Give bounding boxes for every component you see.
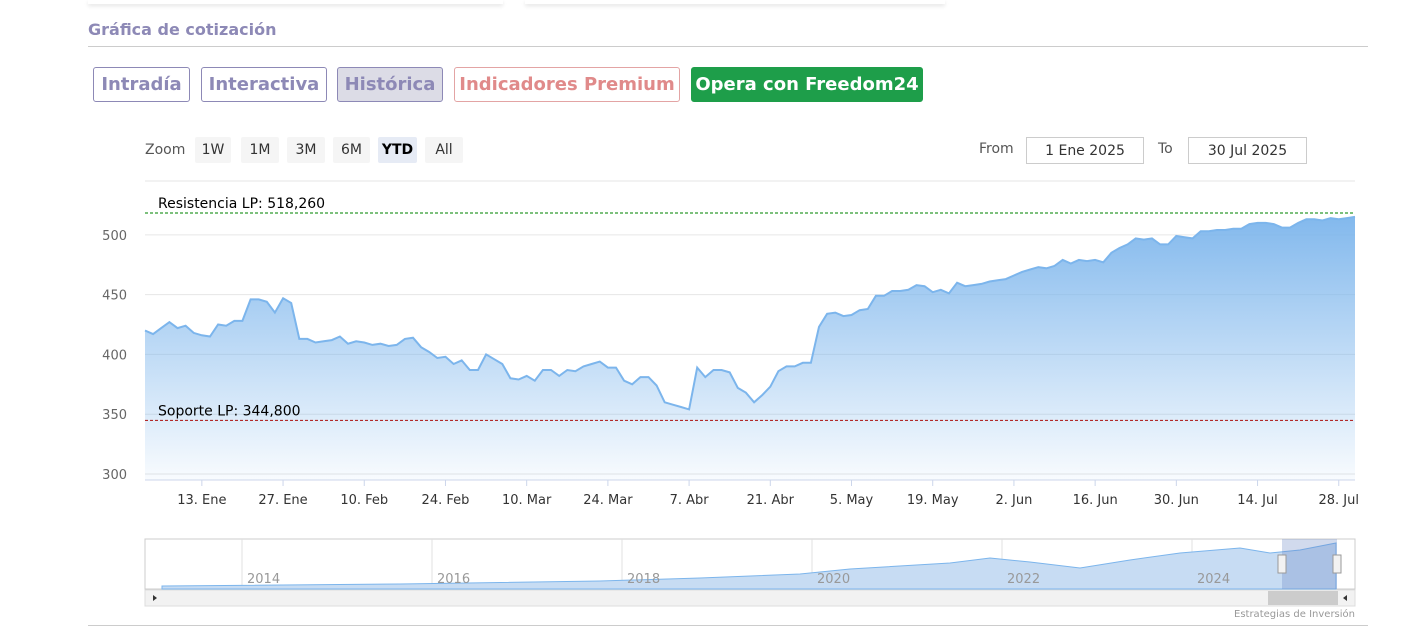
x-tick-label: 24. Feb	[422, 493, 470, 508]
tab-active[interactable]: Histórica	[337, 67, 443, 102]
to-input[interactable]: 30 Jul 2025	[1188, 137, 1307, 164]
y-tick-label: 350	[102, 408, 127, 423]
to-label: To	[1158, 141, 1173, 157]
level-label: Soporte LP: 344,800	[158, 403, 301, 419]
zoom-button[interactable]: 6M	[333, 137, 370, 163]
credit: Estrategias de Inversión	[1234, 609, 1355, 620]
from-input[interactable]: 1 Ene 2025	[1026, 137, 1144, 164]
x-tick-label: 5. May	[830, 493, 874, 508]
x-tick-label: 24. Mar	[583, 493, 633, 508]
tab[interactable]: Intradía	[93, 67, 190, 102]
tab[interactable]: Interactiva	[201, 67, 327, 102]
zoom-button[interactable]: YTD	[378, 137, 417, 163]
x-tick-label: 14. Jul	[1237, 493, 1278, 508]
zoom-button[interactable]: All	[425, 137, 463, 163]
divider	[88, 625, 1368, 626]
y-tick-label: 500	[102, 229, 127, 244]
y-tick-label: 300	[102, 468, 127, 483]
x-tick-label: 28. Jul	[1319, 493, 1360, 508]
x-tick-label: 10. Mar	[502, 493, 552, 508]
x-tick-label: 10. Feb	[340, 493, 388, 508]
section-title: Gráfica de cotización	[88, 20, 277, 39]
x-tick-label: 16. Jun	[1073, 493, 1118, 508]
navigator-handle[interactable]	[1332, 554, 1342, 574]
navigator-label: 2014	[247, 572, 280, 587]
y-tick-label: 400	[102, 348, 127, 363]
from-label: From	[979, 141, 1014, 157]
navigator-mask	[1282, 539, 1337, 589]
navigator-label: 2024	[1197, 572, 1230, 587]
area-fill	[145, 216, 1355, 480]
tab[interactable]: Indicadores Premium	[454, 67, 680, 102]
navigator-label: 2018	[627, 572, 660, 587]
navigator-series	[161, 542, 1337, 590]
y-tick-label: 450	[102, 289, 127, 304]
scrollbar[interactable]	[144, 589, 1356, 607]
zoom-button[interactable]: 3M	[287, 137, 325, 163]
navigator-label: 2022	[1007, 572, 1040, 587]
x-tick-label: 30. Jun	[1154, 493, 1199, 508]
price-line	[144, 215, 1356, 411]
navigator: 2014 2016 2018 2020 2022 2024	[144, 538, 1356, 607]
zoom-button[interactable]: 1M	[241, 137, 279, 163]
navigator-label: 2020	[817, 572, 850, 587]
navigator-label: 2016	[437, 572, 470, 587]
x-tick-label: 13. Ene	[177, 493, 226, 508]
zoom-label: Zoom	[145, 142, 186, 158]
level-label: Resistencia LP: 518,260	[158, 196, 325, 212]
scrollbar-thumb[interactable]	[1268, 591, 1338, 605]
divider	[88, 46, 1368, 47]
x-tick-label: 21. Abr	[747, 493, 795, 508]
x-tick-label: 19. May	[907, 493, 959, 508]
x-tick-label: 7. Abr	[670, 493, 710, 508]
x-tick-label: 2. Jun	[995, 493, 1032, 508]
x-tick-label: 27. Ene	[258, 493, 307, 508]
cta-button[interactable]: Opera con Freedom24	[691, 67, 923, 102]
zoom-button[interactable]: 1W	[195, 137, 231, 163]
navigator-handle[interactable]	[1277, 554, 1287, 574]
